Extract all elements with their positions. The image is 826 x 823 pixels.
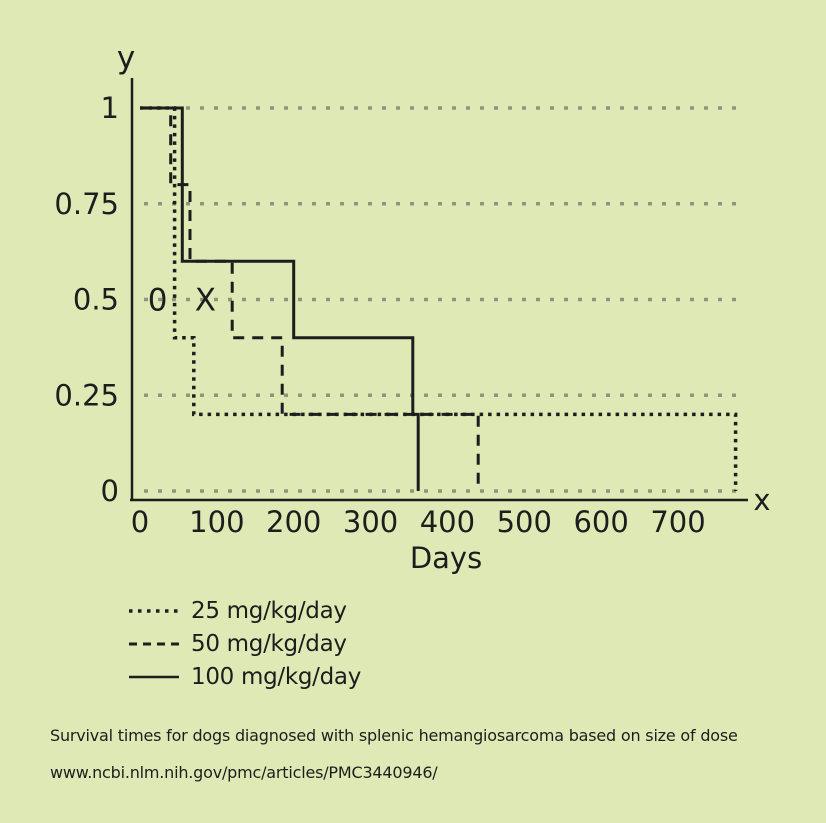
annotation-0: 0: [148, 283, 168, 319]
legend-line-sample-solid: [129, 675, 179, 678]
chart-caption: Survival times for dogs diagnosed with s…: [50, 726, 738, 745]
legend-row-25mg: 25 mg/kg/day: [128, 594, 361, 627]
legend-label-100mg: 100 mg/kg/day: [191, 663, 362, 690]
legend-row-100mg: 100 mg/kg/day: [128, 660, 361, 693]
x-tick-label-500: 500: [497, 505, 552, 539]
x-axis-letter: x: [753, 483, 770, 517]
x-tick-label-100: 100: [189, 505, 244, 539]
x-tick-label-300: 300: [343, 505, 398, 539]
x-tick-label-400: 400: [420, 505, 475, 539]
legend-label-25mg: 25 mg/kg/day: [191, 597, 347, 624]
y-axis-letter: y: [117, 40, 135, 76]
x-tick-label-700: 700: [650, 505, 705, 539]
legend-row-50mg: 50 mg/kg/day: [128, 627, 361, 660]
y-tick-label-0.5: 0.5: [73, 283, 119, 317]
legend-label-50mg: 50 mg/kg/day: [191, 630, 347, 657]
x-tick-label-600: 600: [573, 505, 628, 539]
x-axis-title: Days: [410, 541, 482, 575]
chart-source-url: www.ncbi.nlm.nih.gov/pmc/articles/PMC344…: [50, 763, 438, 782]
legend-line-sample-dashed: [129, 642, 179, 645]
legend-line-sample-dotted: [129, 608, 179, 613]
annotation-x: X: [195, 283, 216, 319]
x-tick-label-0: 0: [131, 505, 149, 539]
chart-legend: 25 mg/kg/day 50 mg/kg/day 100 mg/kg/day: [128, 594, 361, 693]
y-tick-label-0: 0: [101, 474, 119, 508]
y-tick-label-1: 1: [101, 91, 119, 125]
series-line-50-mg-kg-day: [140, 106, 480, 491]
x-tick-label-200: 200: [266, 505, 321, 539]
series-line-100-mg-kg-day: [140, 106, 420, 491]
y-tick-label-0.75: 0.75: [54, 187, 119, 221]
y-tick-label-0.25: 0.25: [54, 378, 119, 412]
